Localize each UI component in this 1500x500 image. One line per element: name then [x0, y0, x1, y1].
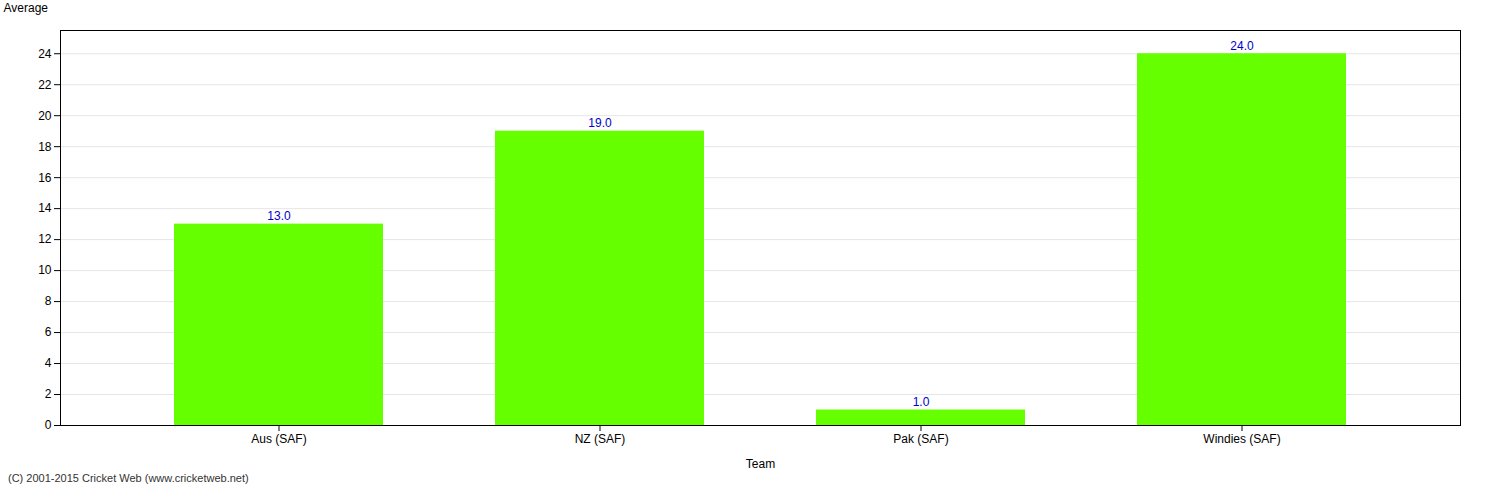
svg-text:Team: Team	[746, 457, 775, 471]
svg-text:13.0: 13.0	[267, 209, 291, 223]
svg-text:2: 2	[45, 387, 52, 401]
svg-text:14: 14	[38, 201, 52, 215]
svg-text:8: 8	[45, 294, 52, 308]
svg-text:24.0: 24.0	[1230, 39, 1254, 53]
svg-text:18: 18	[38, 140, 52, 154]
svg-text:Windies (SAF): Windies (SAF)	[1203, 432, 1280, 446]
svg-text:6: 6	[45, 325, 52, 339]
svg-text:20: 20	[38, 109, 52, 123]
svg-text:16: 16	[38, 170, 52, 184]
svg-text:4: 4	[45, 356, 52, 370]
svg-text:24: 24	[38, 47, 52, 61]
svg-text:22: 22	[38, 78, 52, 92]
svg-text:19.0: 19.0	[588, 116, 612, 130]
svg-text:1.0: 1.0	[913, 395, 930, 409]
svg-text:10: 10	[38, 263, 52, 277]
svg-text:Pak (SAF): Pak (SAF)	[893, 432, 948, 446]
svg-text:NZ (SAF): NZ (SAF)	[575, 432, 626, 446]
svg-text:Aus (SAF): Aus (SAF)	[251, 432, 306, 446]
svg-text:Average: Average	[4, 1, 49, 15]
html-text:(C) 2001-2015 Cricket Web (www: (C) 2001-2015 Cricket Web (www.cricketwe…	[8, 472, 249, 484]
svg-text:12: 12	[38, 232, 52, 246]
svg-text:0: 0	[45, 418, 52, 432]
